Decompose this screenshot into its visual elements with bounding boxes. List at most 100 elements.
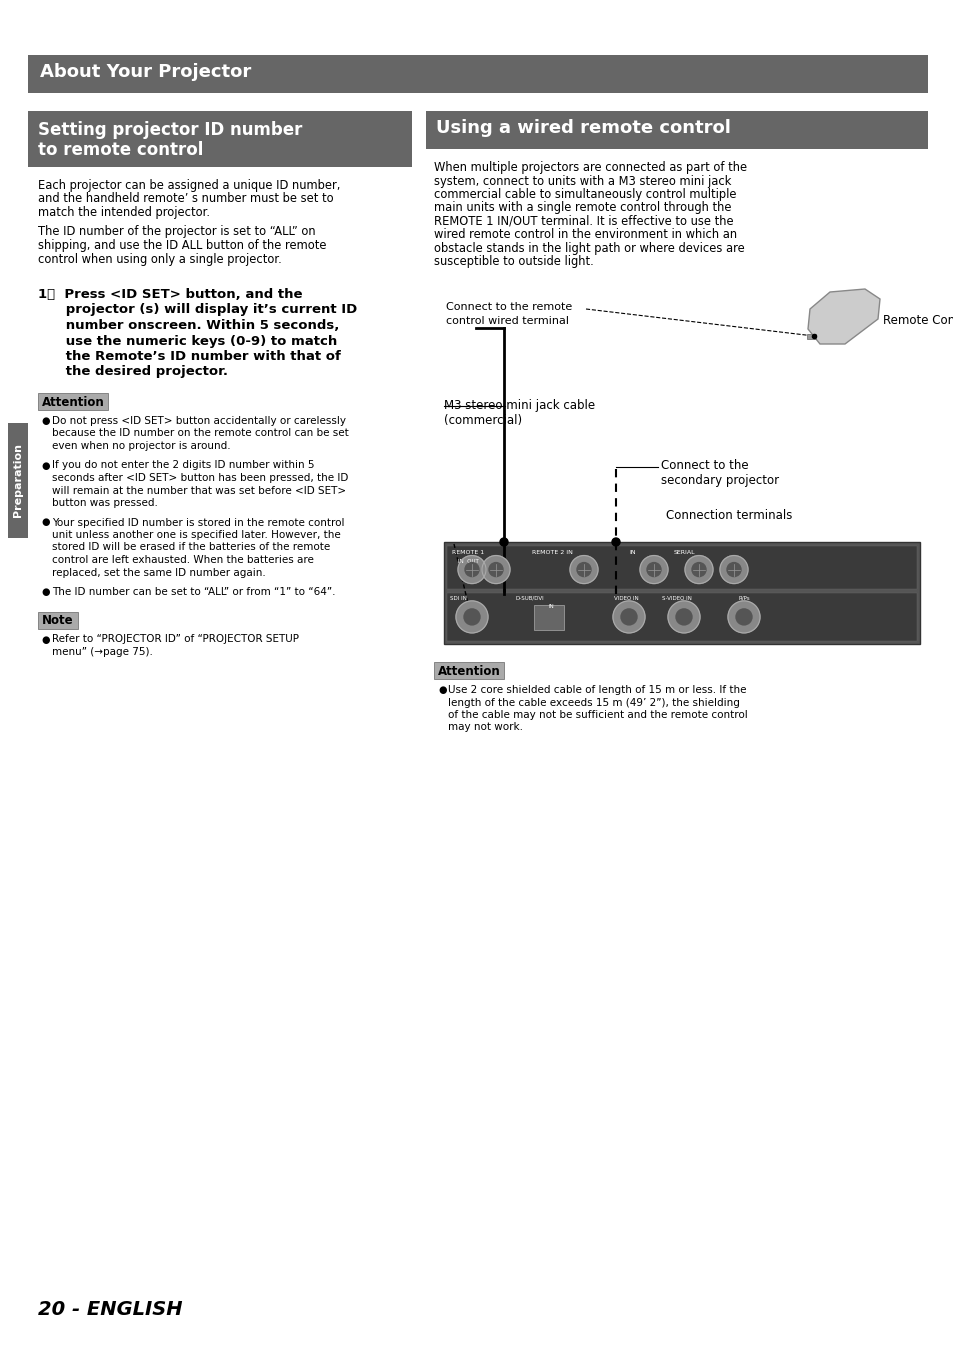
Text: seconds after <ID SET> button has been pressed, the ID: seconds after <ID SET> button has been p… — [52, 472, 348, 483]
Text: match the intended projector.: match the intended projector. — [38, 207, 210, 219]
Text: menu” (→page 75).: menu” (→page 75). — [52, 647, 152, 657]
Text: M3 stereo mini jack cable: M3 stereo mini jack cable — [443, 400, 595, 412]
Text: Using a wired remote control: Using a wired remote control — [436, 119, 730, 136]
Polygon shape — [807, 289, 879, 344]
Text: ●: ● — [41, 416, 50, 427]
Bar — [447, 593, 916, 641]
Text: IN: IN — [548, 603, 554, 609]
Text: SDI IN: SDI IN — [450, 595, 466, 601]
Circle shape — [457, 556, 485, 583]
Text: Attention: Attention — [42, 396, 105, 409]
Text: of the cable may not be sufficient and the remote control: of the cable may not be sufficient and t… — [448, 710, 747, 720]
Circle shape — [612, 539, 619, 545]
Text: Do not press <ID SET> button accidentally or carelessly: Do not press <ID SET> button accidentall… — [52, 416, 346, 427]
Text: REMOTE 2 IN: REMOTE 2 IN — [532, 549, 572, 555]
Circle shape — [676, 609, 691, 625]
Text: the desired projector.: the desired projector. — [38, 366, 228, 378]
Text: Note: Note — [42, 614, 73, 628]
Text: ●: ● — [41, 517, 50, 528]
Text: susceptible to outside light.: susceptible to outside light. — [434, 255, 593, 269]
Bar — [38, 393, 108, 410]
Text: Setting projector ID number: Setting projector ID number — [38, 122, 302, 139]
Circle shape — [489, 563, 502, 576]
Circle shape — [667, 601, 700, 633]
Text: unit unless another one is specified later. However, the: unit unless another one is specified lat… — [52, 531, 340, 540]
Text: even when no projector is around.: even when no projector is around. — [52, 441, 231, 451]
Text: Preparation: Preparation — [13, 443, 23, 517]
Text: Connect to the: Connect to the — [660, 459, 748, 472]
Circle shape — [691, 563, 705, 576]
Text: projector (s) will display it’s current ID: projector (s) will display it’s current … — [38, 304, 356, 316]
Bar — [443, 541, 919, 644]
Text: shipping, and use the ID ALL button of the remote: shipping, and use the ID ALL button of t… — [38, 239, 326, 252]
Bar — [38, 612, 78, 629]
Text: Your specified ID number is stored in the remote control: Your specified ID number is stored in th… — [52, 517, 344, 528]
Text: control wired terminal: control wired terminal — [446, 316, 568, 325]
Text: IN  OUT: IN OUT — [457, 559, 478, 564]
Circle shape — [499, 539, 507, 545]
Circle shape — [639, 556, 667, 583]
Text: ●: ● — [437, 684, 446, 695]
Text: secondary projector: secondary projector — [660, 474, 779, 487]
Text: SERIAL: SERIAL — [673, 549, 695, 555]
Text: ●: ● — [41, 587, 50, 597]
Text: length of the cable exceeds 15 m (49’ 2”), the shielding: length of the cable exceeds 15 m (49’ 2”… — [448, 698, 740, 707]
Text: REMOTE 1 IN/OUT terminal. It is effective to use the: REMOTE 1 IN/OUT terminal. It is effectiv… — [434, 215, 733, 228]
Text: main units with a single remote control through the: main units with a single remote control … — [434, 201, 731, 215]
Text: may not work.: may not work. — [448, 722, 522, 733]
Text: ●: ● — [41, 634, 50, 644]
Text: 20 - ENGLISH: 20 - ENGLISH — [38, 1300, 182, 1319]
Bar — [806, 333, 815, 339]
Text: Connection terminals: Connection terminals — [665, 509, 792, 522]
Circle shape — [720, 556, 747, 583]
Text: D-SUB/DVI: D-SUB/DVI — [516, 595, 544, 601]
Circle shape — [727, 601, 760, 633]
Text: obstacle stands in the light path or where devices are: obstacle stands in the light path or whe… — [434, 242, 744, 255]
Text: use the numeric keys (0-9) to match: use the numeric keys (0-9) to match — [38, 335, 337, 347]
Bar — [28, 55, 927, 93]
Text: R/Ps: R/Ps — [739, 595, 750, 601]
Text: The ID number can be set to “ALL” or from “1” to “64”.: The ID number can be set to “ALL” or fro… — [52, 587, 335, 597]
Text: REMOTE 1: REMOTE 1 — [452, 549, 483, 555]
Bar — [447, 545, 916, 589]
Text: system, connect to units with a M3 stereo mini jack: system, connect to units with a M3 stere… — [434, 174, 731, 188]
Text: VIDEO IN: VIDEO IN — [614, 595, 639, 601]
Circle shape — [646, 563, 660, 576]
Circle shape — [456, 601, 488, 633]
Text: to remote control: to remote control — [38, 140, 203, 159]
Text: About Your Projector: About Your Projector — [40, 63, 251, 81]
Text: ●: ● — [41, 460, 50, 471]
Text: Refer to “PROJECTOR ID” of “PROJECTOR SETUP: Refer to “PROJECTOR ID” of “PROJECTOR SE… — [52, 634, 298, 644]
Text: (commercial): (commercial) — [443, 414, 521, 427]
Text: the Remote’s ID number with that of: the Remote’s ID number with that of — [38, 350, 340, 363]
Text: wired remote control in the environment in which an: wired remote control in the environment … — [434, 228, 737, 242]
Circle shape — [463, 609, 479, 625]
Text: Each projector can be assigned a unique ID number,: Each projector can be assigned a unique … — [38, 180, 340, 192]
Text: commercial cable to simultaneously control multiple: commercial cable to simultaneously contr… — [434, 188, 736, 201]
Text: control are left exhausted. When the batteries are: control are left exhausted. When the bat… — [52, 555, 314, 566]
Text: stored ID will be erased if the batteries of the remote: stored ID will be erased if the batterie… — [52, 543, 330, 552]
Circle shape — [620, 609, 637, 625]
Circle shape — [726, 563, 740, 576]
Circle shape — [569, 556, 598, 583]
Text: and the handheld remote’ s number must be set to: and the handheld remote’ s number must b… — [38, 193, 334, 205]
Circle shape — [464, 563, 478, 576]
Bar — [28, 111, 412, 167]
Text: The ID number of the projector is set to “ALL” on: The ID number of the projector is set to… — [38, 225, 315, 239]
Text: S-VIDEO IN: S-VIDEO IN — [661, 595, 691, 601]
Text: When multiple projectors are connected as part of the: When multiple projectors are connected a… — [434, 161, 746, 174]
Text: because the ID number on the remote control can be set: because the ID number on the remote cont… — [52, 428, 349, 439]
Text: control when using only a single projector.: control when using only a single project… — [38, 252, 281, 266]
Text: 1）  Press <ID SET> button, and the: 1） Press <ID SET> button, and the — [38, 288, 302, 301]
Circle shape — [684, 556, 712, 583]
Bar — [426, 111, 927, 148]
Text: Connect to the remote: Connect to the remote — [446, 302, 572, 312]
Circle shape — [481, 556, 510, 583]
Text: IN: IN — [628, 549, 635, 555]
Text: If you do not enter the 2 digits ID number within 5: If you do not enter the 2 digits ID numb… — [52, 460, 314, 471]
Bar — [434, 662, 503, 679]
Text: button was pressed.: button was pressed. — [52, 498, 157, 508]
Circle shape — [613, 601, 644, 633]
Circle shape — [577, 563, 590, 576]
Text: replaced, set the same ID number again.: replaced, set the same ID number again. — [52, 567, 266, 578]
